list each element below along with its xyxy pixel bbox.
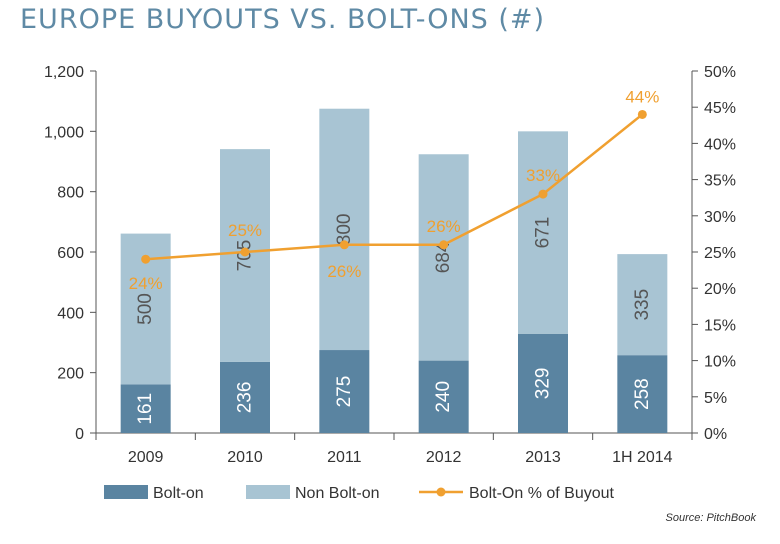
bar-label-bolt-on: 240: [433, 381, 454, 413]
source-note: Source: PitchBook: [665, 512, 757, 524]
left-tick-label: 400: [57, 305, 84, 322]
bar-label-non-bolt-on: 671: [533, 217, 554, 249]
percent-label: 33%: [526, 166, 560, 185]
left-tick-label: 0: [75, 426, 84, 443]
percent-point: [637, 109, 647, 119]
percent-point: [439, 240, 449, 250]
left-tick-label: 600: [57, 245, 84, 262]
percent-line: 24% 25% 26% 26% 33% 44%: [129, 87, 660, 293]
legend: Bolt-on Non Bolt-on Bolt-On % of Buyout: [104, 485, 615, 502]
bar-label-bolt-on: 236: [235, 382, 256, 414]
bar-bolt-on: [319, 350, 370, 433]
bars: 161500236705275800240684329671258335: [120, 108, 668, 433]
legend-label-non-bolt-on: Non Bolt-on: [295, 485, 380, 502]
percent-label: 25%: [228, 221, 262, 240]
right-tick-label: 30%: [704, 209, 736, 226]
percent-point: [141, 254, 151, 264]
left-tick-label: 200: [57, 366, 84, 383]
bar-non-bolt-on: [418, 154, 469, 361]
right-tick-label: 20%: [704, 281, 736, 298]
right-tick-label: 35%: [704, 173, 736, 190]
x-tick-label: 2009: [128, 449, 164, 466]
right-tick-label: 0%: [704, 426, 727, 443]
percent-point: [538, 189, 548, 199]
x-tick-label: 2012: [426, 449, 462, 466]
left-y-axis: 0 200 400 600 800 1,000 1,200: [44, 64, 97, 443]
bar-bolt-on: [120, 384, 171, 433]
bar-non-bolt-on: [518, 131, 568, 334]
right-tick-label: 45%: [704, 100, 736, 117]
legend-label-percent: Bolt-On % of Buyout: [469, 485, 615, 502]
percent-label: 44%: [625, 87, 659, 106]
bar-label-non-bolt-on: 500: [135, 293, 156, 325]
right-tick-label: 50%: [704, 64, 736, 81]
left-tick-label: 1,000: [44, 124, 84, 141]
legend-swatch-point: [436, 487, 446, 497]
right-tick-label: 40%: [704, 136, 736, 153]
bar-label-bolt-on: 329: [533, 368, 554, 400]
bar-non-bolt-on: [319, 108, 370, 351]
bar-bolt-on: [518, 333, 568, 433]
percent-label: 26%: [327, 262, 361, 281]
percent-label: 26%: [427, 217, 461, 236]
chart-title: EUROPE BUYOUTS VS. BOLT-ONS (#): [20, 4, 546, 35]
percent-point: [240, 247, 250, 257]
percent-label: 24%: [129, 274, 163, 293]
x-tick-label: 2013: [525, 449, 561, 466]
x-tick-label: 1H 2014: [612, 449, 673, 466]
right-tick-label: 25%: [704, 245, 736, 262]
x-tick-label: 2010: [227, 449, 263, 466]
percent-line-path: [145, 113, 644, 261]
legend-swatch-non-bolt-on: [246, 485, 290, 499]
bar-label-non-bolt-on: 800: [334, 214, 355, 246]
x-axis: 2009 2010 2011 2012 2013 1H 2014: [95, 432, 693, 466]
legend-label-bolt-on: Bolt-on: [153, 485, 204, 502]
right-tick-label: 5%: [704, 390, 727, 407]
right-tick-label: 15%: [704, 317, 736, 334]
bar-label-non-bolt-on: 335: [632, 289, 653, 321]
bar-label-bolt-on: 258: [632, 378, 653, 410]
bar-bolt-on: [617, 355, 668, 433]
right-y-axis: 0% 5% 10% 15% 20% 25% 30% 35% 40% 45% 50%: [691, 64, 736, 443]
bar-label-bolt-on: 275: [334, 376, 355, 408]
percent-point: [339, 240, 349, 250]
legend-swatch-bolt-on: [104, 485, 148, 499]
bar-non-bolt-on: [617, 254, 668, 356]
bar-label-non-bolt-on: 684: [433, 241, 454, 273]
bar-label-bolt-on: 161: [135, 393, 156, 425]
x-tick-label: 2011: [327, 449, 362, 466]
right-tick-label: 10%: [704, 354, 736, 371]
left-tick-label: 800: [57, 185, 84, 202]
left-tick-label: 1,200: [44, 64, 84, 81]
bar-bolt-on: [418, 360, 469, 433]
bar-bolt-on: [220, 361, 270, 433]
